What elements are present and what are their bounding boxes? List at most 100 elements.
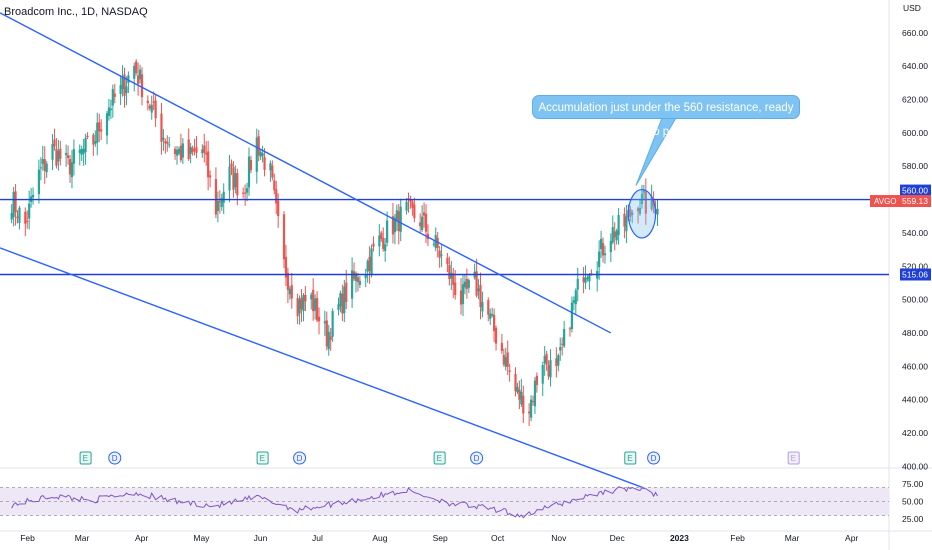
candle-body: [290, 285, 293, 299]
candle-body: [477, 288, 480, 292]
lower-trendline: [0, 247, 658, 494]
candle-body: [354, 273, 358, 281]
event-marker-label: E: [83, 454, 88, 463]
candle-body: [405, 201, 408, 211]
candle-body: [421, 216, 424, 231]
candle-body: [53, 139, 56, 147]
candle-body: [638, 207, 642, 214]
time-tick-label: Oct: [491, 533, 505, 543]
candle-body: [271, 165, 274, 178]
candle-body: [208, 175, 212, 178]
event-marker-label: E: [627, 454, 632, 463]
earnings-icon: [433, 451, 446, 465]
candle-body: [175, 149, 179, 156]
candle-body: [57, 150, 60, 162]
candle-body: [584, 277, 587, 284]
candle-body: [86, 135, 89, 137]
candle-body: [255, 137, 258, 172]
candle-body: [26, 220, 29, 222]
candle-body: [45, 163, 48, 173]
candle-body: [582, 277, 585, 282]
candle-body: [364, 274, 367, 279]
annotation-callout[interactable]: Accumulation just under the 560 resistan…: [532, 95, 800, 138]
candle-body: [296, 298, 299, 317]
candle-body: [109, 108, 112, 111]
candle-body: [284, 256, 288, 278]
candle-body: [557, 355, 560, 366]
candle-body: [461, 284, 465, 304]
candle-body: [440, 254, 443, 256]
price-tick-label: 480.00: [902, 328, 928, 338]
candle-body: [533, 380, 537, 407]
candle-body: [656, 208, 659, 215]
candle-body: [493, 314, 496, 332]
candle-body: [98, 122, 101, 132]
candle-body: [127, 75, 130, 83]
candle-body: [236, 173, 239, 196]
candle-body: [247, 156, 251, 188]
candle-body: [572, 300, 575, 303]
candle-body: [603, 253, 607, 256]
candle-body: [563, 329, 566, 347]
candle-body: [327, 331, 330, 350]
candle-body: [520, 391, 523, 405]
candle-body: [475, 271, 478, 296]
candle-body: [257, 136, 260, 156]
candle-body: [218, 201, 221, 203]
candle-body: [187, 139, 190, 160]
candle-body: [261, 153, 264, 157]
candle-body: [10, 212, 13, 220]
candle-body: [173, 148, 177, 155]
event-marker-label: D: [297, 454, 303, 463]
candle-body: [121, 77, 124, 90]
candle-body: [598, 251, 601, 268]
candle-body: [179, 145, 183, 161]
candle-body: [222, 191, 225, 203]
candle-body: [314, 298, 317, 311]
candle-body: [105, 113, 109, 136]
candle-body: [24, 211, 27, 224]
candle-body: [642, 190, 645, 193]
candle-body: [518, 389, 521, 400]
candle-body: [609, 240, 612, 252]
candle-body: [625, 216, 628, 232]
candle-body: [535, 375, 539, 385]
candle-body: [366, 260, 369, 272]
candle-body: [214, 179, 218, 215]
time-tick-label: Aug: [372, 533, 387, 543]
candle-body: [555, 358, 558, 367]
candle-body: [516, 386, 519, 393]
candle-body: [312, 289, 315, 312]
candle-body: [160, 113, 163, 142]
candle-body: [487, 300, 490, 315]
ticker-badge: [870, 195, 901, 208]
candle-body: [368, 256, 371, 272]
candle-body: [337, 304, 340, 310]
candle-body: [205, 152, 208, 155]
candle-body: [522, 395, 525, 414]
candle-body: [228, 166, 231, 191]
candle-body: [547, 365, 550, 377]
candle-body: [119, 85, 122, 94]
candle-body: [356, 277, 360, 283]
time-tick-label: Jul: [312, 533, 323, 543]
candle-body: [164, 141, 167, 144]
candle-body: [195, 147, 198, 153]
candle-body: [51, 144, 54, 160]
candle-body: [84, 137, 87, 153]
time-tick-label: Mar: [75, 533, 90, 543]
candle-body: [244, 192, 247, 194]
candle-body: [298, 299, 301, 314]
candle-body: [154, 100, 157, 119]
candle-body: [302, 295, 305, 312]
candle-body: [615, 230, 618, 241]
candle-body: [92, 134, 95, 145]
time-tick-label: Nov: [551, 533, 567, 543]
candle-body: [325, 320, 328, 347]
candle-body: [181, 143, 184, 158]
candle-body: [323, 321, 326, 324]
level-price-badge: [900, 268, 931, 281]
candle-body: [55, 148, 58, 166]
